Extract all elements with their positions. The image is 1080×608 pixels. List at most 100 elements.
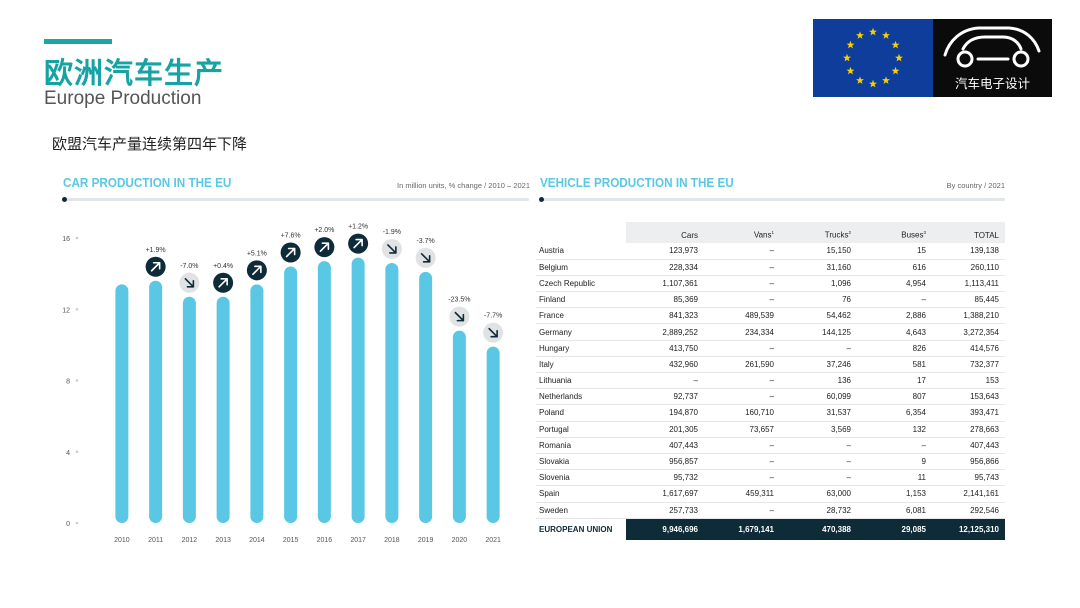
brand-logo: 汽车电子设计 [933, 19, 1052, 97]
vehicle-table-divider [540, 198, 1005, 201]
car-production-chart: 0 4 8 12 16 2010 2011 +1.9% 2012 -7.0% 2013 +0.4% 20… [62, 224, 504, 544]
value-cell: 9,946,696 [626, 518, 704, 541]
value-cell: 616 [857, 259, 932, 276]
bar [419, 271, 433, 523]
value-cell: 489,539 [704, 307, 780, 325]
value-cell: 153,643 [932, 388, 1005, 406]
value-cell: – [704, 388, 780, 406]
value-cell: 257,733 [626, 502, 704, 519]
change-label: -3.7% [416, 238, 434, 245]
value-cell: 139,138 [932, 243, 1005, 260]
value-cell: – [780, 340, 857, 357]
value-cell: 3,569 [780, 421, 857, 438]
arrow-up-right-icon [252, 265, 262, 276]
vehicle-production-table: Cars Vans1 Trucks2 Buses3 TOTAL Austria 1… [536, 222, 1005, 541]
bar [284, 266, 298, 523]
car-chart-divider-dot [62, 197, 67, 202]
change-label: -23.5% [448, 297, 470, 304]
y-tick-mark [75, 236, 79, 240]
value-cell: 153 [932, 372, 1005, 390]
eu-star-icon [869, 27, 877, 36]
eu-flag-logo [813, 19, 933, 97]
x-tick-label: 2016 [317, 537, 333, 544]
y-tick-label: 12 [62, 307, 70, 314]
x-tick-label: 2013 [215, 537, 231, 544]
country-cell: Portugal [536, 421, 626, 438]
value-cell: 407,443 [932, 437, 1005, 454]
eu-star-icon [891, 40, 900, 49]
bar [115, 284, 129, 523]
country-cell: Italy [536, 356, 626, 374]
value-cell: 201,305 [626, 421, 704, 438]
country-cell: Spain [536, 485, 626, 503]
arrow-down-right-icon [184, 277, 195, 288]
value-cell: 31,160 [780, 259, 857, 276]
country-cell: Slovakia [536, 453, 626, 471]
car-chart-title: CAR PRODUCTION IN THE EU [63, 175, 232, 190]
value-cell: – [857, 437, 932, 454]
value-cell: 73,657 [704, 421, 780, 438]
eu-star-icon [891, 66, 900, 75]
x-tick-label: 2018 [384, 537, 400, 544]
value-cell: – [704, 275, 780, 293]
page-subtitle: 欧盟汽车产量连续第四年下降 [52, 135, 248, 153]
value-cell: 1,096 [780, 275, 857, 293]
eu-star-icon [843, 53, 851, 62]
value-cell: 807 [857, 388, 932, 406]
value-cell: 732,377 [932, 356, 1005, 374]
x-tick-label: 2012 [182, 537, 198, 544]
y-tick-mark [75, 307, 79, 311]
value-cell: 76 [780, 291, 857, 309]
table-row: Slovenia 95,732– –11 95,743 [536, 469, 1005, 487]
value-cell: – [626, 372, 704, 390]
value-cell: 2,886 [857, 307, 932, 325]
value-cell: 1,107,361 [626, 275, 704, 293]
value-cell: 1,153 [857, 485, 932, 503]
page-title: 欧洲汽车生产 [44, 56, 225, 90]
change-label: +0.4% [213, 263, 233, 270]
value-cell: 6,354 [857, 404, 932, 422]
value-cell: 1,617,697 [626, 485, 704, 503]
table-row: Czech Republic 1,107,361–1,096 4,954 1,113,… [536, 275, 1005, 293]
value-cell: 4,954 [857, 275, 932, 293]
bar [250, 284, 264, 523]
eu-star-icon [882, 76, 890, 84]
country-cell: France [536, 307, 626, 325]
value-cell: 3,272,354 [932, 323, 1005, 341]
value-cell: 136 [780, 372, 857, 390]
vehicle-table-subtitle: By country / 2021 [946, 181, 1005, 190]
value-cell: 956,866 [932, 453, 1005, 471]
value-cell: 432,960 [626, 356, 704, 374]
value-cell: 956,857 [626, 453, 704, 471]
x-tick-label: 2020 [452, 537, 468, 544]
value-cell: 15,150 [780, 243, 857, 260]
value-cell: 92,737 [626, 388, 704, 406]
change-label: +2.0% [314, 227, 334, 234]
value-cell: 292,546 [932, 502, 1005, 519]
y-tick-mark [75, 379, 79, 382]
arrow-up-right-icon [319, 242, 330, 252]
table-row: Italy 432,960 261,590 37,246 581 732,377 [536, 356, 1005, 374]
value-cell: 4,643 [857, 323, 932, 341]
eu-star-icon [882, 31, 890, 39]
value-cell: – [780, 453, 857, 471]
value-cell: 15 [857, 243, 932, 260]
value-cell: 234,334 [704, 323, 780, 341]
table-row: Germany 2,889,252 234,334 144,125 4,643 3,272… [536, 323, 1005, 341]
x-tick-label: 2021 [485, 537, 501, 544]
value-cell: 144,125 [780, 323, 857, 341]
value-cell: 393,471 [932, 404, 1005, 422]
value-cell: 31,537 [780, 404, 857, 422]
table-header-vans: Vans1 [704, 222, 780, 243]
table-header-row: Cars Vans1 Trucks2 Buses3 TOTAL [536, 222, 1005, 243]
value-cell: 95,732 [626, 469, 704, 487]
arrow-up-right-icon [218, 277, 228, 288]
table-row: Portugal 201,305 73,657 3,569 132 278,663 [536, 421, 1005, 438]
value-cell: 9 [857, 453, 932, 471]
table-header-country [536, 222, 626, 243]
value-cell: 95,743 [932, 469, 1005, 487]
arrow-down-right-icon [454, 311, 465, 322]
value-cell: – [704, 243, 780, 260]
bar [216, 296, 230, 523]
value-cell: 85,445 [932, 291, 1005, 309]
